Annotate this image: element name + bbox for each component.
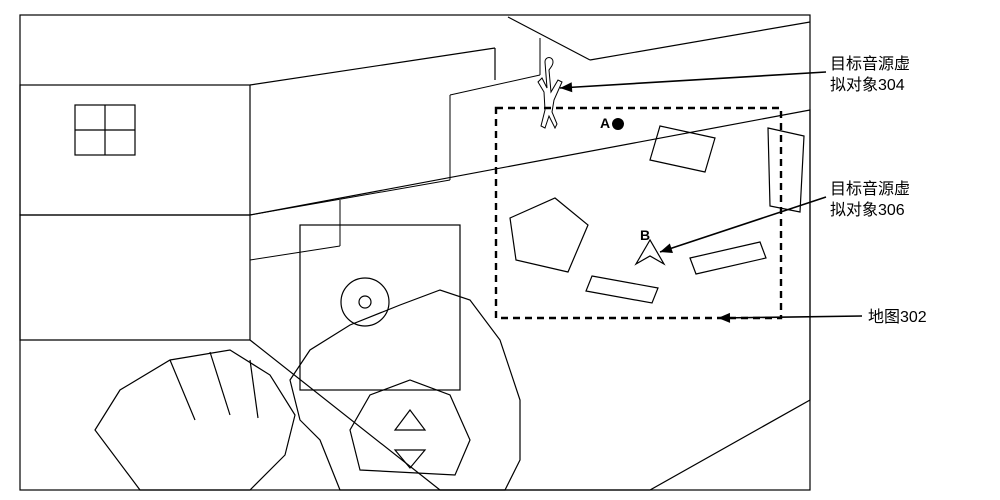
character-icon (538, 58, 562, 129)
callout-302-arrow-head (718, 313, 730, 323)
marker-a-dot (612, 118, 624, 130)
callout-302-line1: 地图302 (868, 309, 927, 326)
floor-angled_line1 (250, 180, 450, 215)
minimap-shape_top_right (650, 126, 715, 172)
callout-label-304: 目标音源虚 拟对象304 (830, 55, 910, 97)
bldg-right_roof1 (508, 17, 590, 60)
callout-304-arrow-head (560, 82, 572, 92)
minimap-shape_bottom2 (690, 242, 766, 274)
callout-302-arrow-line (718, 316, 862, 318)
hand-finger-2 (250, 360, 258, 418)
dpad-up-icon (395, 410, 425, 430)
bldg-right_roof2 (590, 22, 810, 60)
weapon-inner (350, 380, 470, 475)
scene-frame (20, 15, 810, 490)
minimap-shape_far_right (768, 128, 804, 212)
callout-304-line1: 目标音源虚 (830, 56, 910, 73)
callout-304-arrow-line (560, 72, 826, 88)
callout-label-306: 目标音源虚 拟对象306 (830, 180, 910, 222)
hand-finger-1 (210, 352, 230, 415)
floor-ledge1 (250, 246, 340, 260)
callout-label-302: 地图302 (868, 308, 927, 329)
diagram-canvas: A B 目标音源虚 拟对象304 目标音源虚 拟对象306 地图302 (0, 0, 1000, 500)
callout-306-arrow-head (660, 243, 673, 252)
building-left-lower (20, 215, 250, 340)
marker-a-label: A (600, 115, 610, 131)
callout-304-line2: 拟对象304 (830, 77, 905, 94)
callout-306-line2: 拟对象306 (830, 202, 905, 219)
marker-b-label: B (640, 227, 650, 243)
minimap-frame (496, 108, 781, 318)
floor-outline (250, 110, 810, 490)
callout-306-line1: 目标音源虚 (830, 181, 910, 198)
minimap-shape_bottom1 (586, 276, 658, 303)
callout-306-arrow-line (660, 197, 826, 252)
bldg-roof_edge (250, 48, 495, 85)
minimap-player-arrow-icon (636, 240, 664, 264)
dpad-down-icon (395, 450, 425, 468)
minimap-shape_left (510, 198, 588, 272)
weapon-overlay-rect (300, 225, 460, 390)
scope-inner-icon (359, 296, 371, 308)
hand-finger-0 (170, 360, 195, 420)
